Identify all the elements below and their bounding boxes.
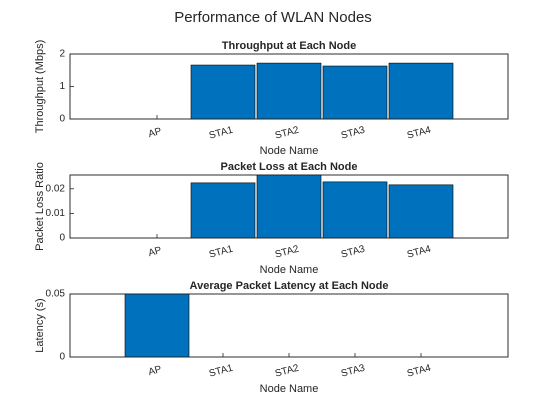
bar xyxy=(124,293,190,358)
x-tick-label: STA3 xyxy=(340,125,367,142)
x-tick-label: AP xyxy=(147,245,163,259)
bar xyxy=(322,65,388,120)
y-axis-label: Packet Loss Ratio xyxy=(34,162,46,251)
x-tick-label: STA2 xyxy=(274,244,301,261)
y-tick-label: 0.02 xyxy=(46,183,66,194)
y-axis-label: Latency (s) xyxy=(34,298,46,352)
axes-frame xyxy=(69,174,509,239)
y-tick-label: 0 xyxy=(59,352,65,363)
x-tick-label: AP xyxy=(147,126,163,140)
x-tick-label: STA1 xyxy=(208,363,235,380)
bar xyxy=(256,62,322,120)
x-tick-label: STA1 xyxy=(208,125,235,142)
x-tick-label: STA2 xyxy=(274,125,301,142)
x-tick-label: STA3 xyxy=(340,363,367,380)
axes-title: Packet Loss at Each Node xyxy=(221,161,358,173)
axes-frame xyxy=(69,53,509,120)
figure-title: Performance of WLAN Nodes xyxy=(174,9,372,26)
x-tick-label: STA1 xyxy=(208,244,235,261)
axes-title: Throughput at Each Node xyxy=(222,40,356,52)
x-axis-label: Node Name xyxy=(260,264,319,276)
bar xyxy=(190,182,256,239)
y-tick-label: 1 xyxy=(59,81,65,92)
axes-title: Average Packet Latency at Each Node xyxy=(190,280,389,292)
y-tick-label: 0 xyxy=(59,233,65,244)
x-axis-label: Node Name xyxy=(260,383,319,395)
x-tick-label: STA4 xyxy=(406,363,433,380)
bar xyxy=(322,181,388,239)
axes-frame xyxy=(69,293,509,358)
bar xyxy=(190,64,256,120)
y-tick-label: 0.01 xyxy=(46,208,66,219)
y-axis-label: Throughput (Mbps) xyxy=(34,40,46,134)
y-tick-label: 2 xyxy=(59,49,65,60)
x-tick-label: STA2 xyxy=(274,363,301,380)
bar xyxy=(256,174,322,239)
bar xyxy=(388,62,454,120)
x-axis-label: Node Name xyxy=(260,145,319,157)
x-tick-label: AP xyxy=(147,364,163,378)
y-tick-label: 0.05 xyxy=(46,289,66,300)
x-tick-label: STA4 xyxy=(406,125,433,142)
bar xyxy=(388,184,454,239)
x-tick-label: STA4 xyxy=(406,244,433,261)
x-tick-label: STA3 xyxy=(340,244,367,261)
y-tick-label: 0 xyxy=(59,114,65,125)
